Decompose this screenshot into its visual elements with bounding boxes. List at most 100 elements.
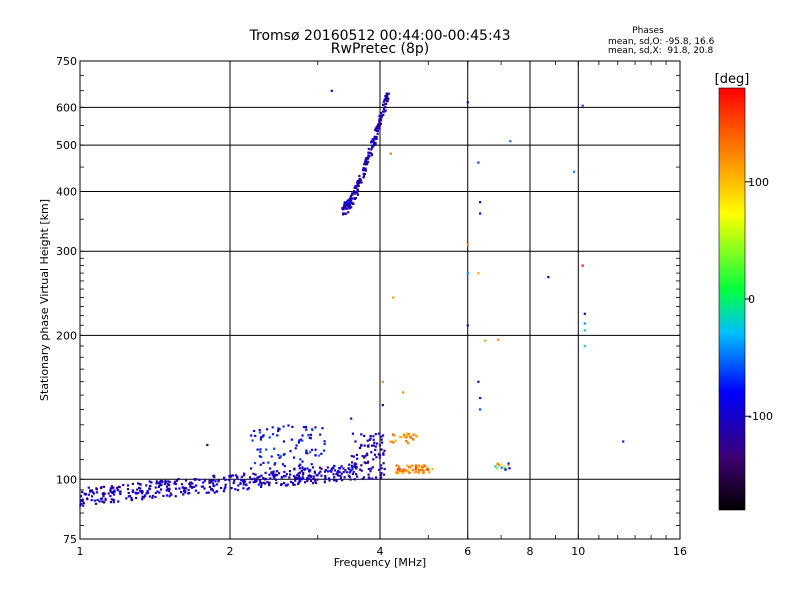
data-point bbox=[113, 490, 116, 493]
data-point bbox=[392, 433, 395, 436]
data-point bbox=[479, 201, 482, 204]
data-point bbox=[164, 479, 167, 482]
stats-line-o: mean, sd,O: -95.8, 16.6 bbox=[608, 37, 715, 47]
data-point bbox=[360, 469, 363, 472]
data-point bbox=[168, 495, 171, 498]
data-point bbox=[367, 473, 370, 476]
data-point bbox=[376, 129, 379, 133]
data-point bbox=[299, 480, 302, 483]
data-point bbox=[387, 92, 390, 95]
data-point bbox=[295, 477, 299, 480]
data-point bbox=[346, 199, 349, 202]
data-point bbox=[252, 472, 255, 475]
data-point bbox=[365, 156, 368, 160]
data-point bbox=[355, 187, 358, 190]
colorbar-tick-label: 100 bbox=[748, 176, 769, 189]
data-point bbox=[347, 204, 350, 207]
data-point bbox=[347, 203, 350, 206]
data-point bbox=[259, 463, 262, 466]
data-point bbox=[495, 467, 499, 470]
data-point bbox=[284, 484, 287, 487]
data-point bbox=[379, 112, 382, 115]
data-point bbox=[342, 467, 345, 470]
data-point bbox=[211, 479, 214, 482]
data-point bbox=[140, 492, 144, 495]
data-point bbox=[366, 461, 369, 464]
data-point bbox=[366, 158, 369, 161]
data-point bbox=[297, 472, 300, 475]
data-point bbox=[353, 190, 356, 193]
data-point bbox=[342, 212, 345, 215]
data-point bbox=[290, 480, 293, 483]
data-point bbox=[374, 143, 377, 146]
data-point bbox=[130, 499, 133, 502]
x-tick-label: 8 bbox=[527, 545, 534, 558]
data-point bbox=[361, 477, 364, 481]
data-point bbox=[382, 452, 385, 455]
data-point bbox=[356, 193, 359, 196]
data-point bbox=[380, 116, 383, 119]
data-point bbox=[205, 491, 208, 494]
data-point bbox=[396, 467, 399, 471]
data-point bbox=[350, 206, 353, 209]
data-point bbox=[288, 470, 291, 473]
data-point bbox=[208, 481, 211, 484]
data-point bbox=[380, 464, 383, 467]
data-point bbox=[155, 480, 158, 483]
data-point bbox=[324, 476, 327, 479]
data-point bbox=[253, 477, 256, 480]
data-point bbox=[356, 191, 359, 194]
data-point bbox=[355, 463, 358, 466]
data-point bbox=[189, 481, 192, 484]
data-point bbox=[333, 479, 336, 482]
data-point bbox=[223, 487, 226, 490]
data-point bbox=[258, 475, 261, 478]
data-point bbox=[383, 467, 386, 471]
data-point bbox=[344, 212, 347, 215]
data-point bbox=[188, 482, 191, 485]
data-point bbox=[197, 491, 200, 494]
data-point bbox=[260, 474, 263, 477]
data-point bbox=[271, 473, 274, 476]
data-point bbox=[406, 464, 409, 467]
data-point bbox=[167, 484, 171, 487]
data-point bbox=[330, 89, 333, 92]
data-point bbox=[283, 470, 286, 473]
data-point bbox=[270, 455, 273, 458]
data-point bbox=[102, 485, 106, 488]
data-point bbox=[83, 492, 86, 495]
data-point bbox=[151, 494, 155, 497]
data-point bbox=[381, 110, 385, 113]
data-point bbox=[380, 448, 383, 451]
data-point bbox=[264, 477, 267, 480]
data-point bbox=[352, 197, 355, 200]
data-point bbox=[282, 475, 286, 478]
data-point bbox=[112, 486, 115, 489]
data-point bbox=[381, 380, 384, 383]
data-point bbox=[428, 471, 431, 474]
data-point bbox=[189, 485, 192, 488]
data-point bbox=[350, 199, 353, 203]
data-point bbox=[374, 433, 377, 436]
data-point bbox=[167, 480, 170, 483]
data-point bbox=[259, 485, 263, 488]
data-point bbox=[398, 470, 401, 473]
data-point bbox=[379, 474, 383, 477]
data-point bbox=[95, 491, 99, 494]
data-point bbox=[203, 487, 206, 490]
data-point bbox=[378, 122, 381, 125]
data-point bbox=[112, 501, 115, 504]
colorbar-tick-label: -100 bbox=[748, 410, 773, 423]
data-point bbox=[203, 479, 207, 482]
data-point bbox=[211, 482, 215, 485]
data-point bbox=[380, 438, 383, 441]
data-point bbox=[136, 488, 139, 491]
data-point bbox=[304, 425, 307, 429]
data-point bbox=[210, 487, 213, 490]
data-point bbox=[375, 129, 378, 132]
data-point bbox=[267, 461, 270, 464]
data-point bbox=[341, 479, 344, 482]
data-point bbox=[477, 272, 480, 275]
data-point bbox=[407, 469, 410, 472]
data-point bbox=[409, 466, 412, 469]
